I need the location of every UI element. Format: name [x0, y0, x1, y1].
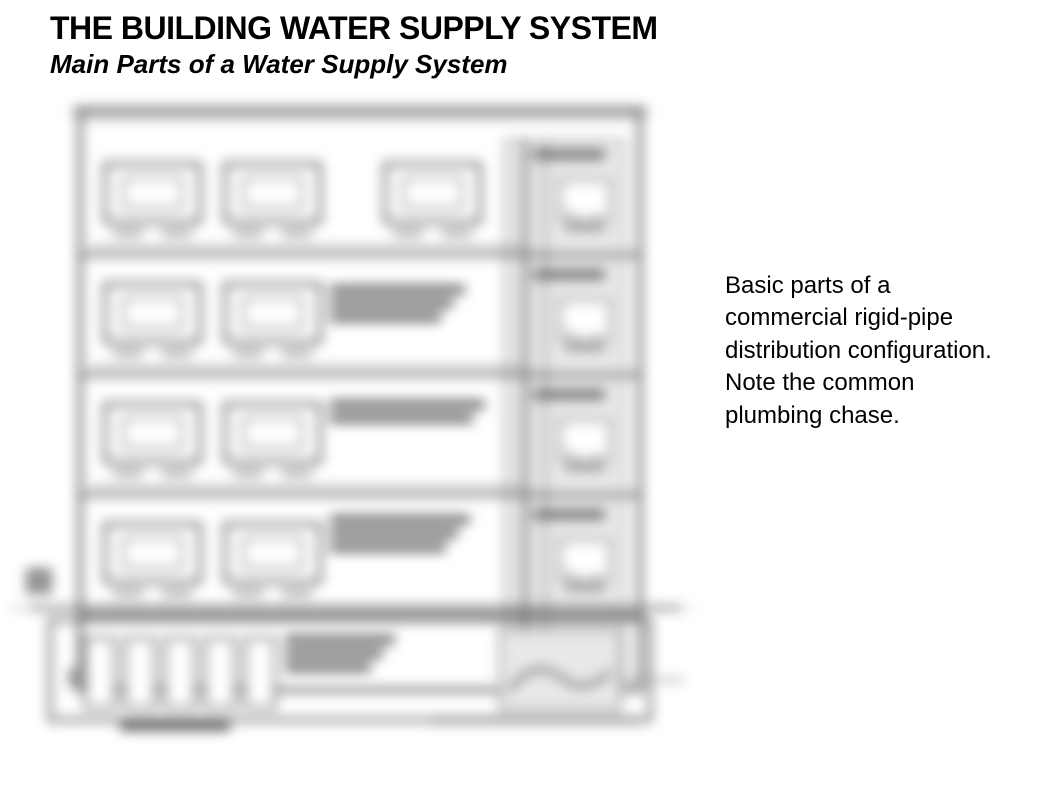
page-title: THE BUILDING WATER SUPPLY SYSTEM	[50, 10, 1062, 47]
content-row: Basic parts of a commercial rigid-pipe d…	[0, 100, 1062, 740]
diagram-container	[10, 100, 690, 740]
figure-caption: Basic parts of a commercial rigid-pipe d…	[725, 270, 1005, 432]
building-section-diagram	[10, 100, 690, 740]
header: THE BUILDING WATER SUPPLY SYSTEM Main Pa…	[0, 0, 1062, 80]
page-subtitle: Main Parts of a Water Supply System	[50, 49, 1062, 80]
